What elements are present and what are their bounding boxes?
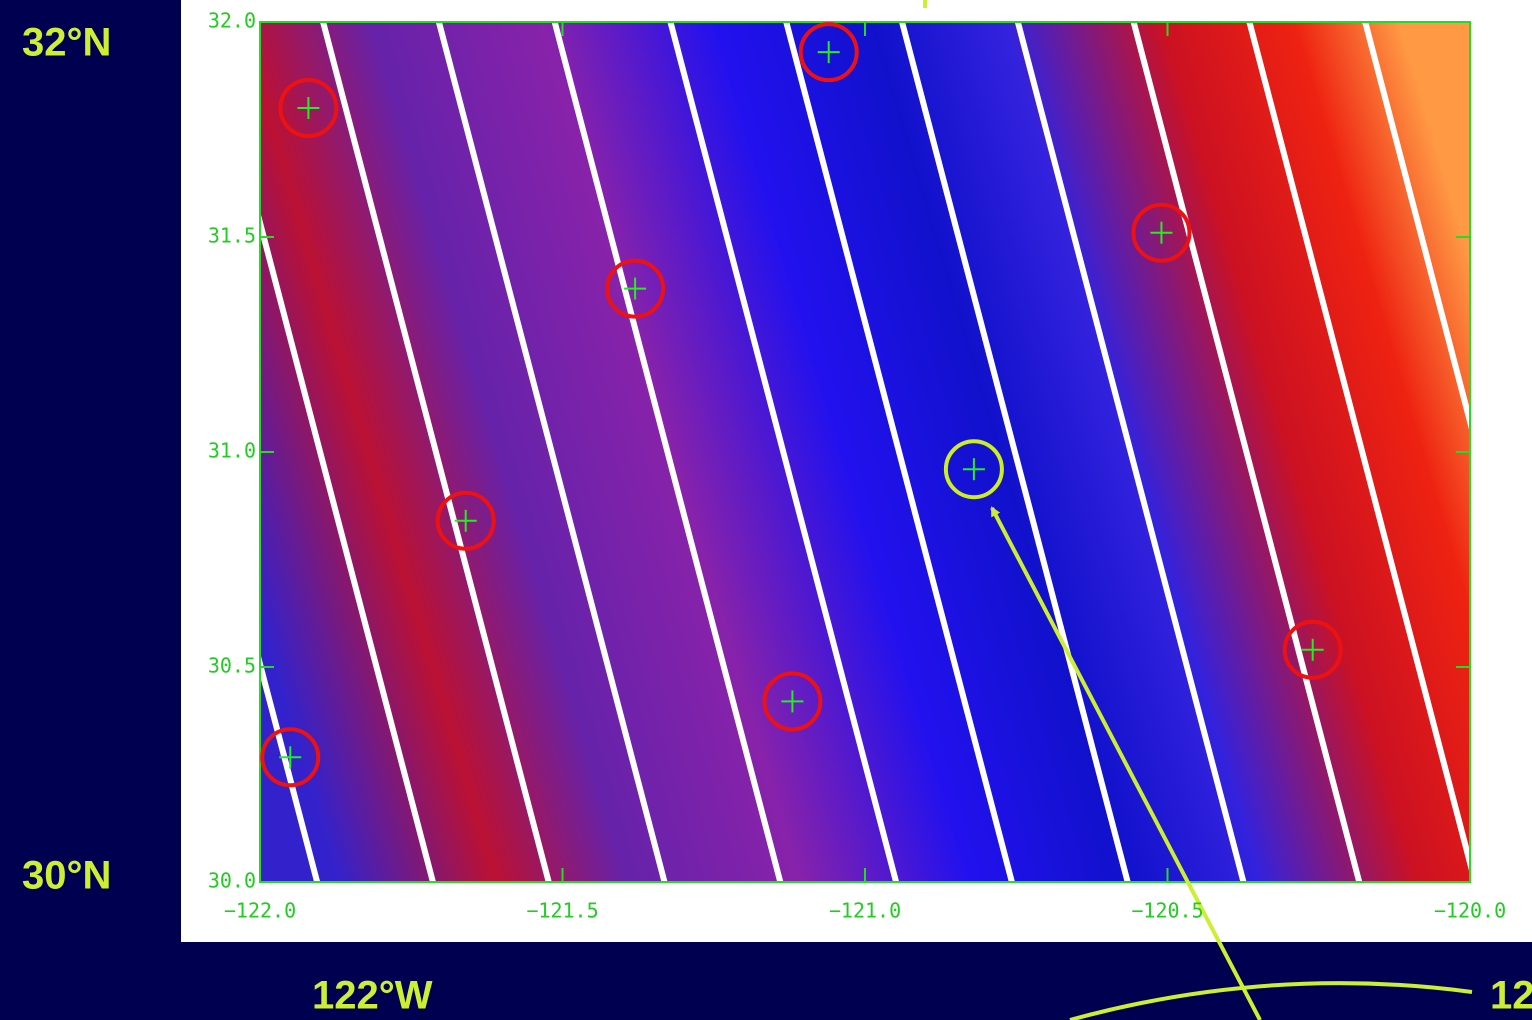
y-tick-label: 32.0: [208, 9, 256, 33]
annotation: 30°N: [22, 854, 111, 898]
point-ring: [762, 671, 823, 732]
point-ring: [798, 22, 859, 83]
point-ring: [1282, 619, 1343, 680]
arrow: [990, 506, 1262, 1020]
point-ring: [605, 258, 666, 319]
swath-gaps: [260, 22, 1470, 882]
arc: [1069, 981, 1473, 1020]
point-ring: [435, 490, 496, 551]
y-tick-label: 31.5: [208, 224, 256, 248]
y-tick-label: 30.5: [208, 654, 256, 678]
x-tick-label: −120.5: [1131, 899, 1203, 923]
x-tick-label: −121.0: [829, 899, 901, 923]
point-ring: [278, 78, 339, 138]
x-tick-label: −122.0: [224, 899, 296, 923]
annotation: 32°N: [22, 21, 111, 65]
point-ring: [1131, 202, 1192, 263]
y-tick-label: 31.0: [208, 439, 256, 463]
annotation: 12: [1490, 974, 1532, 1018]
x-tick-label: −120.0: [1434, 899, 1506, 923]
x-tick-label: −121.5: [526, 899, 598, 923]
annotation: 122°W: [312, 974, 433, 1018]
point-ring: [943, 439, 1004, 500]
y-tick-label: 30.0: [208, 869, 256, 893]
point-ring: [260, 727, 321, 788]
